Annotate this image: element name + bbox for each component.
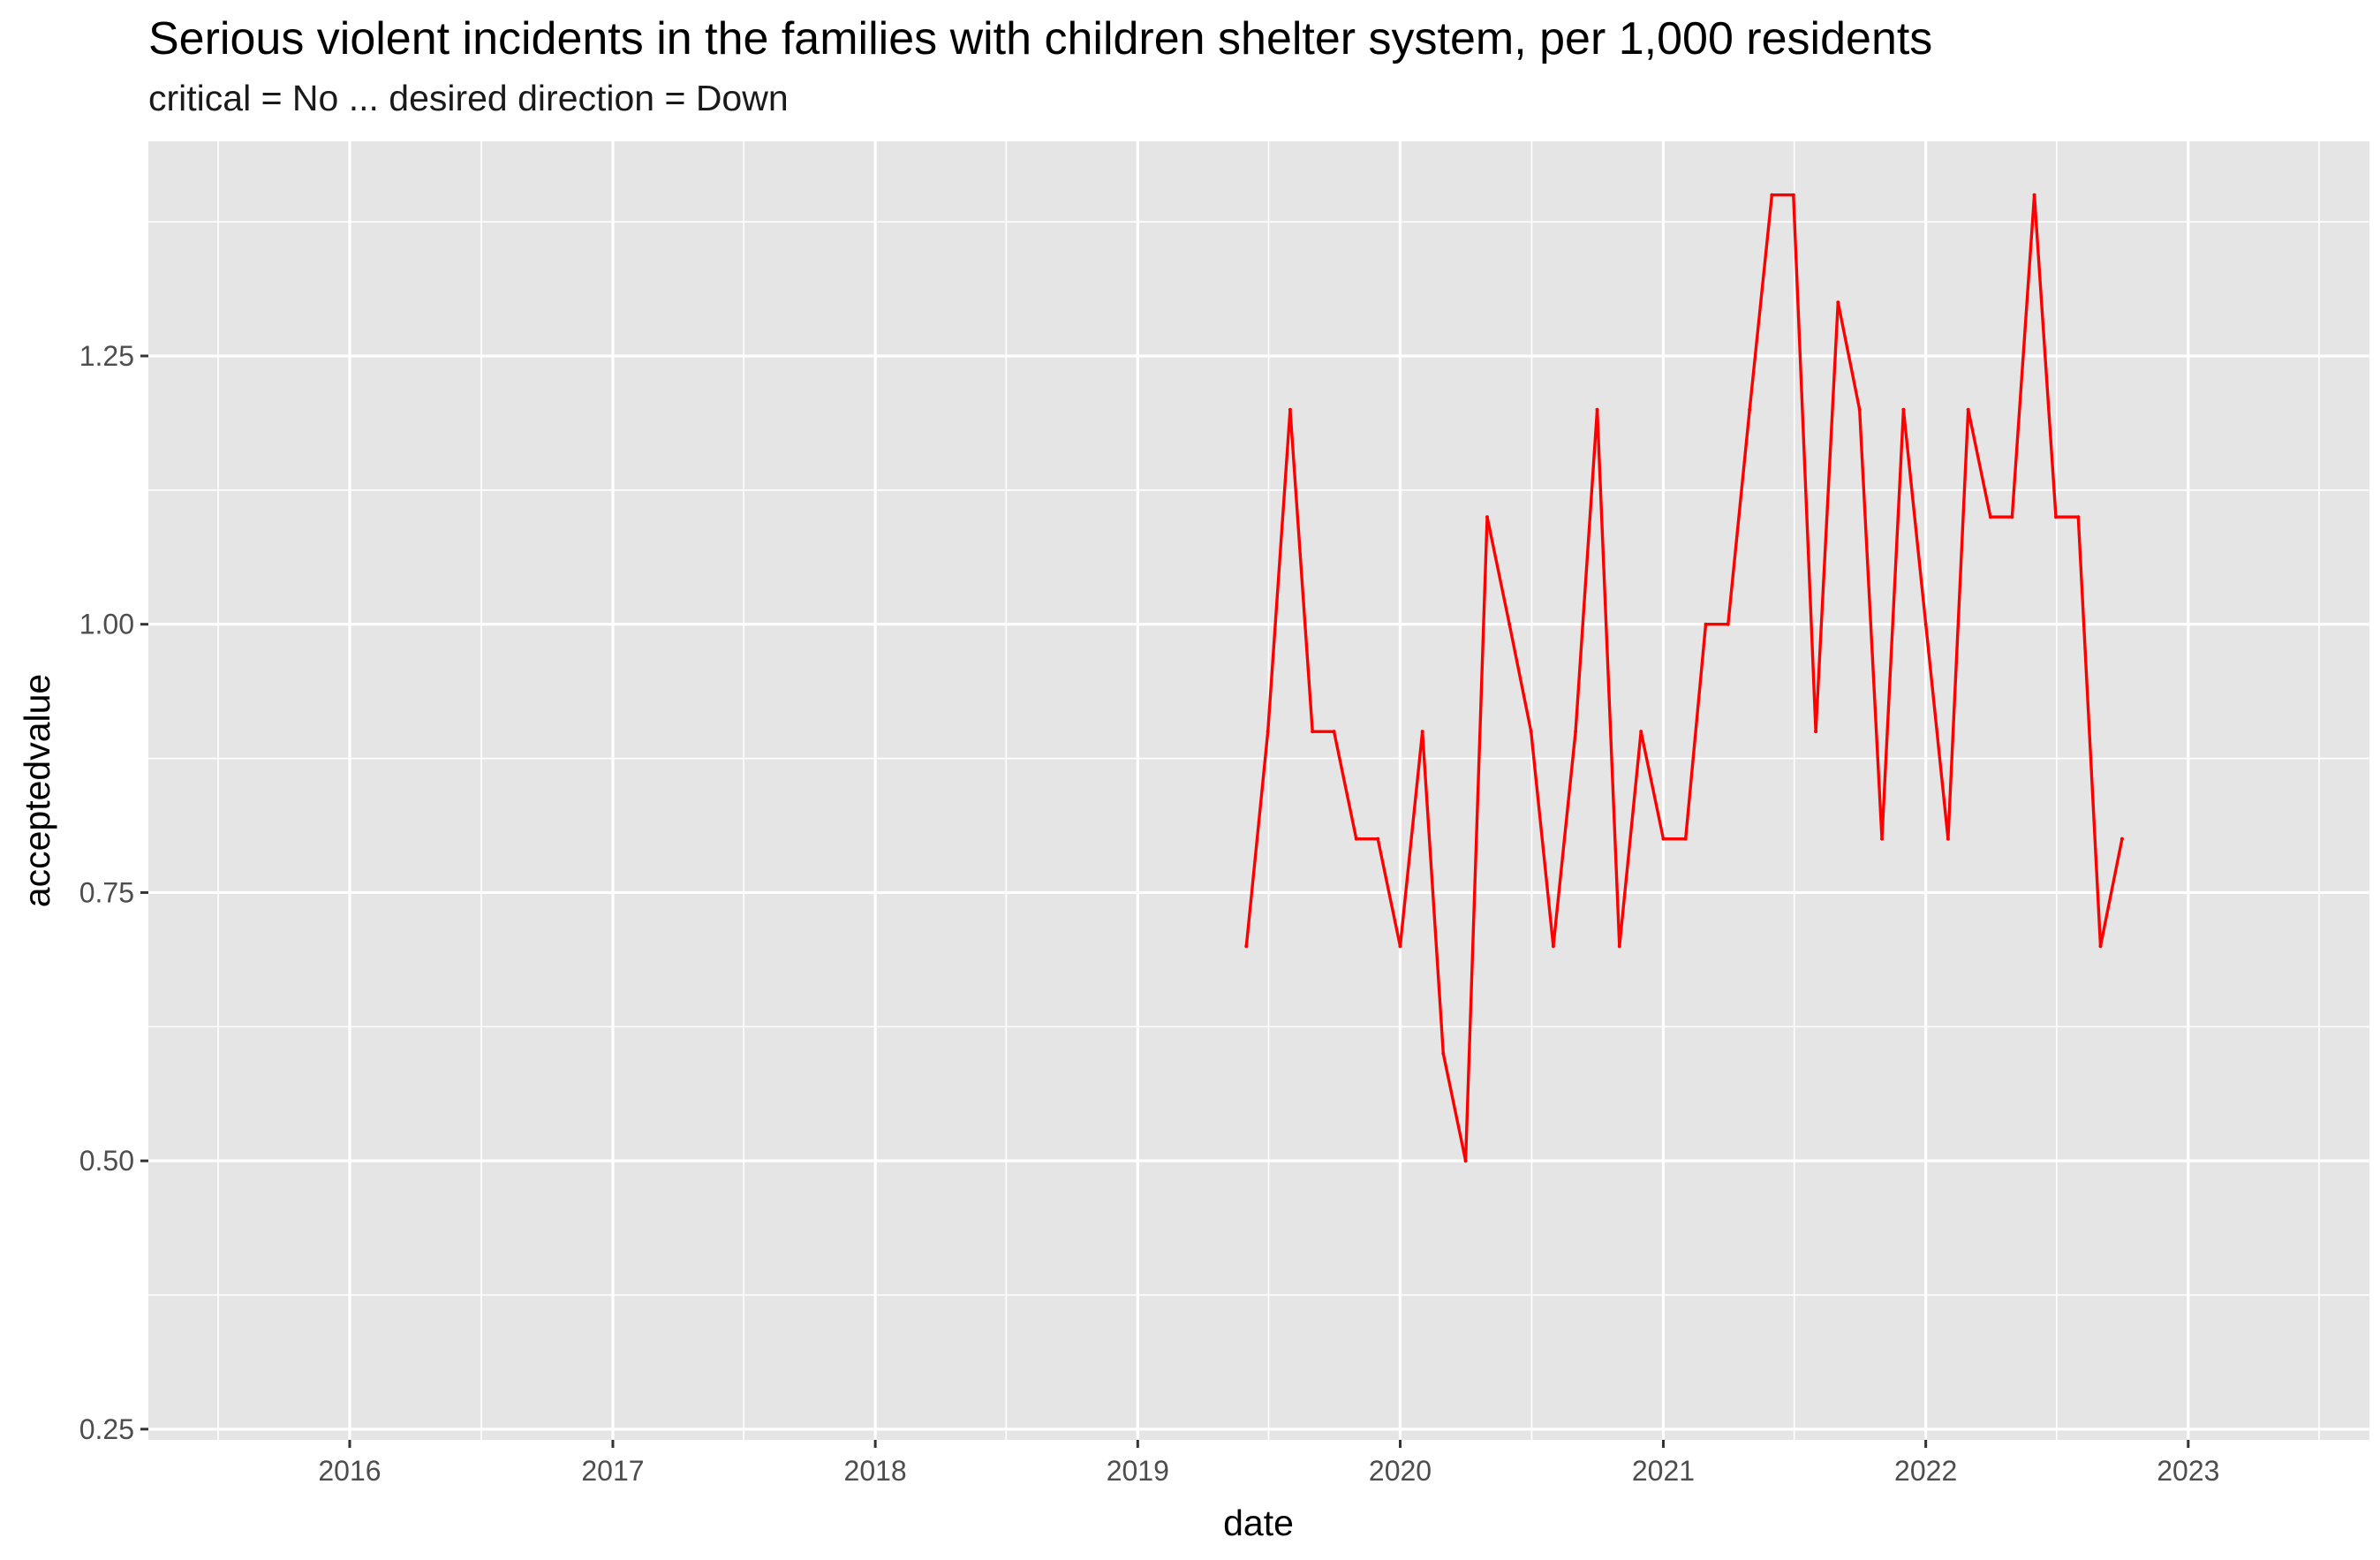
data-point <box>2054 515 2059 519</box>
data-point <box>1507 622 1512 626</box>
data-point <box>1485 515 1490 519</box>
data-point <box>1639 730 1643 734</box>
x-axis-title: date <box>1223 1503 1294 1543</box>
data-point <box>1311 730 1315 734</box>
data-point <box>2119 837 2124 841</box>
data-point <box>1288 407 1292 412</box>
data-point <box>1595 407 1599 412</box>
data-point <box>1748 407 1752 412</box>
chart-title: Serious violent incidents in the familie… <box>148 13 1933 64</box>
data-point <box>1923 622 1928 626</box>
data-point <box>1683 837 1688 841</box>
data-point <box>2098 944 2103 949</box>
x-tick-label: 2019 <box>1107 1455 1169 1487</box>
data-point <box>1946 837 1950 841</box>
data-point <box>1551 944 1555 949</box>
data-point <box>2010 515 2014 519</box>
data-point <box>1463 1159 1468 1163</box>
y-tick-label: 0.25 <box>79 1413 134 1445</box>
data-point <box>1814 730 1818 734</box>
y-tick-label: 1.00 <box>79 609 134 640</box>
data-point <box>1617 944 1621 949</box>
plot-panel <box>148 141 2369 1440</box>
data-point <box>1376 837 1380 841</box>
series-layer <box>1244 193 2124 1163</box>
data-point <box>1879 837 1884 841</box>
data-point <box>1441 1051 1446 1056</box>
y-axis: 0.25 0.50 0.75 1.00 1.25 <box>79 340 148 1445</box>
data-point <box>1266 730 1270 734</box>
x-tick-label: 2021 <box>1632 1455 1695 1487</box>
x-tick-label: 2017 <box>581 1455 644 1487</box>
data-point <box>1836 300 1840 305</box>
data-point <box>1332 730 1336 734</box>
data-point <box>1574 730 1578 734</box>
data-point <box>2076 515 2081 519</box>
data-point <box>1988 515 1992 519</box>
x-tick-label: 2022 <box>1894 1455 1957 1487</box>
x-tick-label: 2023 <box>2157 1455 2219 1487</box>
x-tick-label: 2018 <box>844 1455 907 1487</box>
data-point <box>1244 944 1249 949</box>
data-point <box>1726 622 1730 626</box>
data-point <box>1661 837 1666 841</box>
x-axis: 2016 2017 2018 2019 2020 2021 2022 2023 <box>318 1440 2219 1487</box>
data-point <box>1529 730 1533 734</box>
y-tick-label: 0.50 <box>79 1145 134 1177</box>
data-point <box>1398 944 1402 949</box>
data-point <box>1354 837 1358 841</box>
chart-subtitle: critical = No ... desired direction = Do… <box>148 78 789 118</box>
data-point <box>1420 730 1424 734</box>
x-tick-label: 2016 <box>318 1455 381 1487</box>
data-point <box>1770 193 1774 197</box>
y-tick-label: 0.75 <box>79 876 134 908</box>
data-point <box>1966 407 1970 412</box>
data-point <box>2032 193 2036 197</box>
data-point <box>1791 193 1795 197</box>
data-point <box>1857 407 1862 412</box>
minor-gridlines <box>148 141 2369 1440</box>
data-point <box>1901 407 1906 412</box>
major-gridlines <box>148 141 2369 1440</box>
y-axis-title: acceptedvalue <box>17 674 57 907</box>
data-point <box>1704 622 1708 626</box>
y-tick-label: 1.25 <box>79 340 134 372</box>
x-tick-label: 2020 <box>1369 1455 1432 1487</box>
